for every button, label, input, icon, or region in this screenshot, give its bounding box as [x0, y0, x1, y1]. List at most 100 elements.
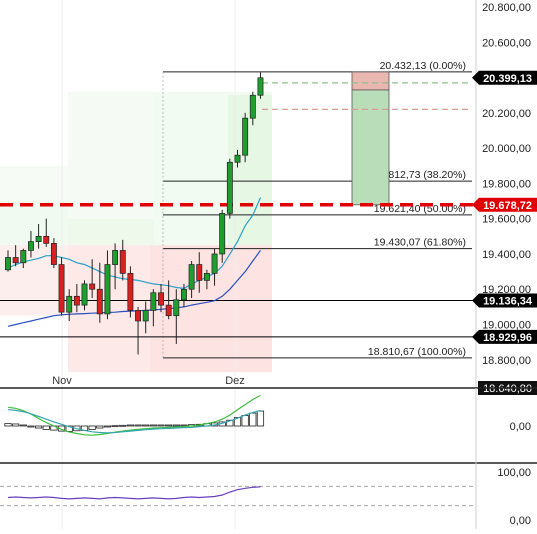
macd-bar-23	[180, 424, 188, 427]
macd-line-1	[7, 409, 261, 434]
price-badge-2	[472, 293, 537, 308]
candle-body-27	[211, 253, 218, 274]
candle-body-2	[20, 250, 27, 264]
zone-bg-1	[0, 245, 68, 316]
zone-bg-3	[68, 91, 154, 219]
moving-averages	[7, 197, 262, 327]
macd-bar-32	[249, 412, 257, 427]
price-badge-label-3: 18.929,96	[483, 332, 532, 344]
candle-body-0	[5, 257, 11, 271]
macd-bar-1	[12, 423, 20, 427]
candle-body-21	[165, 304, 172, 317]
macd-bar-2	[19, 424, 27, 427]
macd-bar-15	[119, 424, 127, 427]
macd-bar-5	[42, 425, 50, 430]
axis-tick-3: 20.200,00	[482, 108, 531, 120]
macd-bar-8	[65, 425, 73, 432]
candle-body-17	[135, 310, 141, 322]
candle-body-8	[66, 295, 73, 313]
candle-body-5	[43, 235, 50, 244]
candle-body-32	[249, 94, 256, 119]
macd-bar-14	[111, 425, 119, 428]
macd-bar-21	[165, 424, 173, 427]
candle-body-11	[89, 283, 96, 290]
rsi-tick-0: 100,00	[497, 467, 531, 479]
candles	[5, 72, 264, 355]
month-label-0: Nov	[52, 375, 72, 387]
candle-body-14	[112, 250, 119, 265]
axis-tick-4: 20.000,00	[482, 143, 531, 155]
candle-body-31	[242, 117, 249, 156]
candle-body-1	[12, 257, 19, 264]
candle-body-10	[81, 283, 88, 306]
position-loss-zone	[351, 71, 390, 91]
ma-slow-line	[7, 250, 261, 327]
axis-tick-6: 19.600,00	[482, 214, 531, 226]
position-profit-zone	[351, 89, 390, 206]
fib-label-3: 19.430,07 (61.80%)	[374, 237, 466, 249]
candle-body-7	[58, 264, 65, 313]
macd-bar-17	[134, 424, 142, 427]
candle-body-30	[234, 154, 241, 163]
rsi-panel: 100,00 0,00	[0, 463, 531, 529]
candle-body-29	[226, 161, 233, 214]
macd-bar-29	[226, 419, 234, 427]
macd-tick-0: 0,00	[510, 421, 531, 433]
zone-bg-2	[0, 165, 68, 202]
price-badge-label-2: 19.136,34	[483, 295, 533, 307]
axis-tick-5: 19.800,00	[482, 178, 531, 190]
candle-body-20	[158, 292, 164, 306]
macd-bar-0	[4, 423, 12, 427]
macd-bar-3	[27, 425, 35, 428]
axis-tick-0: 20.800,00	[482, 2, 531, 14]
axis-tick-10: 18.800,00	[482, 355, 531, 367]
macd-bar-12	[96, 425, 104, 429]
candle-body-9	[73, 295, 80, 306]
candle-body-22	[173, 299, 180, 317]
candle-body-6	[50, 243, 57, 265]
fibonacci-retracement: 20.432,13 (0.00%)19.812,73 (38.20%)19.62…	[162, 60, 472, 359]
macd-bar-16	[126, 424, 134, 427]
macd-bar-31	[241, 415, 249, 427]
month-label-1: Dez	[225, 375, 245, 387]
axis-tick-9: 19.000,00	[482, 320, 531, 332]
price-badge-label-0: 20.399,13	[483, 73, 532, 85]
candle-body-33	[257, 77, 264, 96]
fib-label-0: 20.432,13 (0.00%)	[380, 60, 466, 72]
macd-bar-33	[256, 410, 265, 427]
candle-body-24	[188, 264, 195, 290]
macd-line-0	[7, 394, 261, 436]
macd-bar-22	[172, 424, 180, 427]
axis-tick-8: 19.200,00	[482, 284, 531, 296]
macd-bar-20	[157, 424, 165, 427]
macd-bar-11	[88, 425, 96, 430]
price-badge-1	[472, 197, 537, 212]
price-badge-0	[472, 70, 537, 85]
macd-bar-30	[233, 417, 242, 427]
macd-bar-19	[149, 424, 157, 427]
candle-body-25	[196, 264, 203, 281]
price-badge-3	[472, 329, 537, 344]
candle-body-4	[35, 235, 42, 242]
macd-bar-18	[142, 424, 150, 427]
axis-tick-11: 18.640,80	[483, 383, 532, 395]
macd-bar-13	[103, 425, 112, 428]
axis-tick-1: 20.600,00	[482, 37, 531, 49]
macd-panel: 0,00	[4, 388, 531, 463]
candle-body-19	[150, 292, 157, 311]
rsi-tick-1: 0,00	[510, 515, 531, 527]
fib-label-1: 19.812,73 (38.20%)	[374, 169, 466, 181]
candle-body-18	[142, 310, 149, 322]
candle-body-28	[219, 213, 226, 255]
candle-body-23	[181, 288, 187, 301]
zone-bg-4	[68, 218, 154, 246]
rsi-line-0	[7, 486, 261, 500]
candle-body-16	[127, 273, 134, 311]
candle-body-15	[119, 250, 126, 274]
zone-bg-0	[0, 201, 68, 246]
candle-body-13	[104, 264, 111, 315]
ma-fast-line	[7, 197, 262, 290]
candle-body-26	[203, 273, 210, 281]
